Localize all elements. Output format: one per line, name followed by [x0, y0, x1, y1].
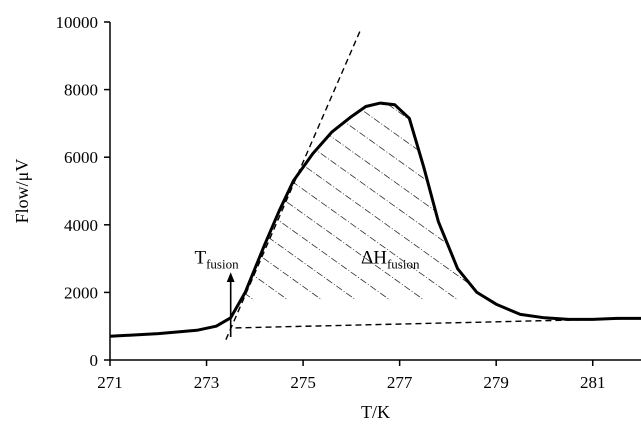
annotations: Tfusion ΔHfusion	[194, 248, 420, 338]
y-tick-label: 6000	[64, 148, 98, 167]
hatch-line	[241, 103, 521, 301]
x-tick-label: 281	[580, 373, 606, 392]
y-tick-label: 8000	[64, 81, 98, 100]
x-tick-label: 271	[97, 373, 123, 392]
hatch-line	[235, 103, 255, 301]
hatch-line	[275, 103, 521, 301]
flow-curve-series	[109, 101, 641, 338]
t-fusion-label: Tfusion	[194, 248, 239, 272]
y-tick-label: 2000	[64, 283, 98, 302]
x-axis-label: T/K	[361, 402, 390, 422]
hatch-line	[479, 103, 521, 301]
x-tick-label: 275	[290, 373, 316, 392]
dashed-line-series	[235, 317, 641, 329]
x-tick-label: 273	[194, 373, 220, 392]
hatch-line	[235, 103, 521, 301]
hatch-line	[513, 103, 521, 301]
hatch-line	[235, 103, 459, 301]
hatch-line	[582, 0, 641, 300]
hatch-line	[235, 103, 521, 301]
hatch-line	[411, 103, 521, 301]
y-axis-label: Flow/μV	[12, 159, 32, 224]
y-tick-label: 0	[90, 351, 99, 370]
hatch-line	[235, 103, 357, 301]
hatch-line	[616, 0, 641, 300]
ticks: 271 273 275 277 279 281 0 2000 4000 6000 8000 10000	[56, 13, 606, 392]
hatch-line	[445, 103, 521, 301]
hatch-line	[548, 0, 641, 300]
y-tick-label: 10000	[56, 13, 99, 32]
hatch-line	[235, 103, 289, 301]
delta-h-fusion-label: ΔHfusion	[361, 248, 420, 272]
x-tick-label: 279	[483, 373, 509, 392]
x-tick-label: 277	[387, 373, 413, 392]
hatch-line	[343, 103, 521, 301]
dashed-line-series	[225, 28, 362, 340]
hatch-line	[235, 103, 493, 301]
y-tick-label: 4000	[64, 216, 98, 235]
hatch-line	[235, 103, 323, 301]
hatch-line	[309, 103, 521, 301]
series-group	[109, 28, 641, 340]
